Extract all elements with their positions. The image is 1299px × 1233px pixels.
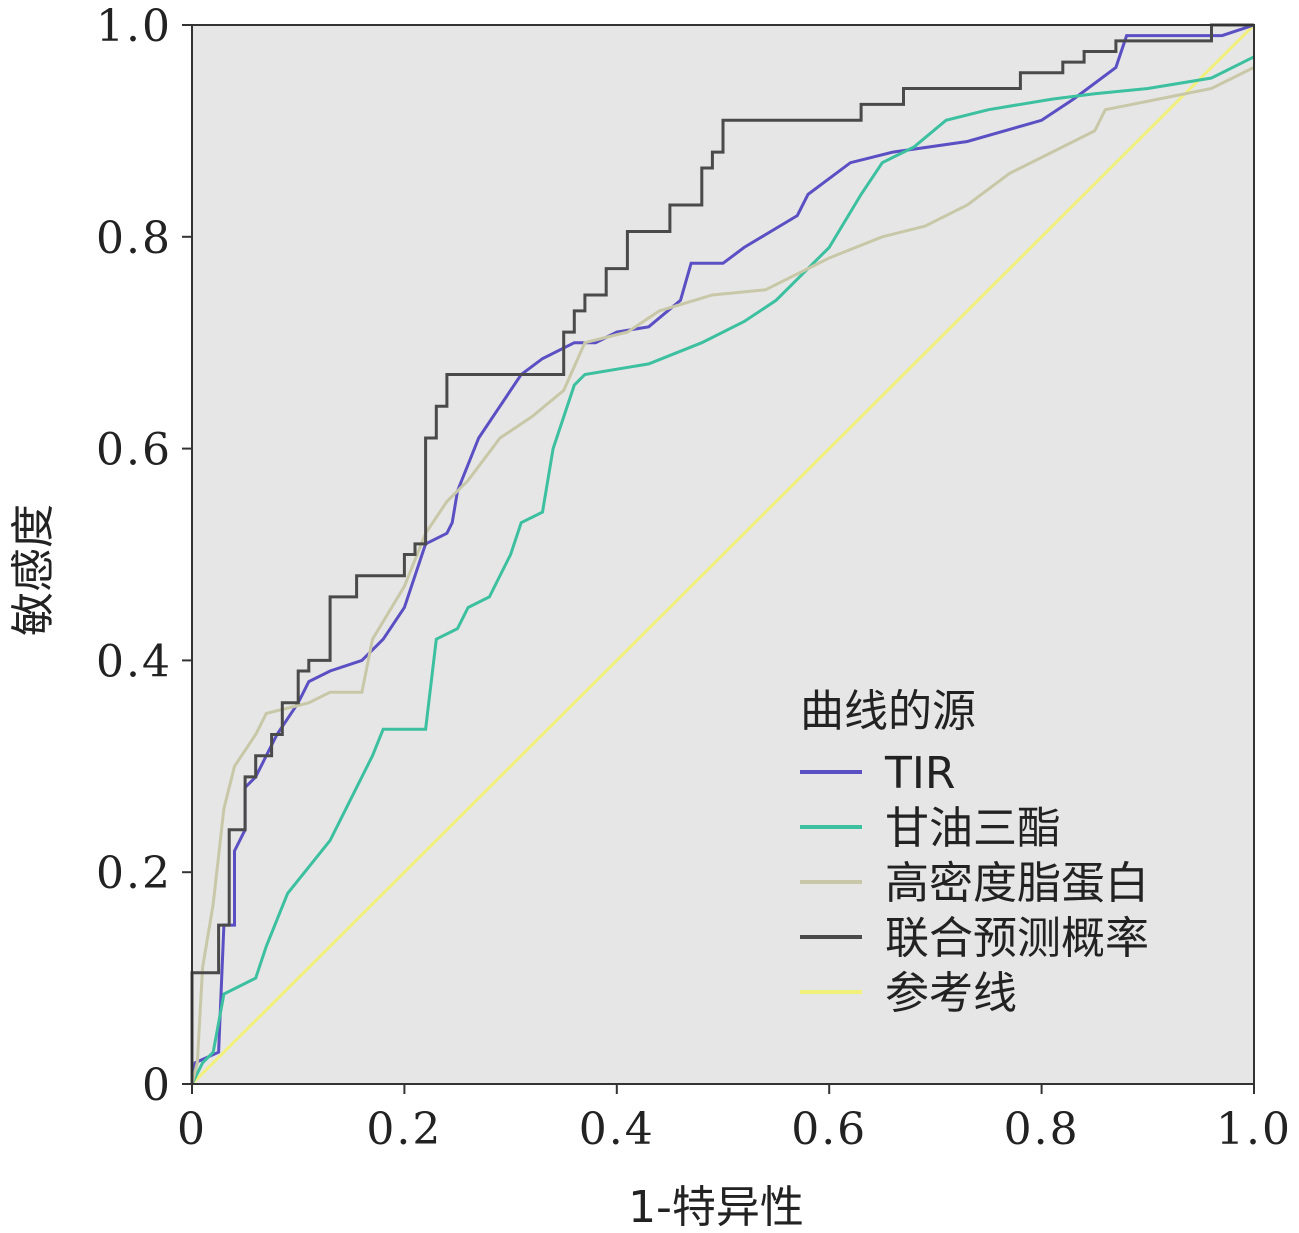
x-tick-label-2: 0.4 [579, 1104, 655, 1155]
series-line-4 [190, 23, 1256, 1086]
axes-layer [191, 24, 1255, 1085]
legend-title: 曲线的源 [800, 686, 976, 737]
legend-label-3: 联合预测概率 [885, 913, 1149, 964]
x-tick-label-5: 1.0 [1216, 1104, 1292, 1155]
plot-frame [191, 24, 1255, 1085]
legend-label-4: 参考线 [885, 968, 1017, 1019]
x-tick-label-0: 0 [177, 1104, 207, 1155]
legend-label-2: 高密度脂蛋白 [885, 858, 1149, 909]
series-layer [190, 23, 1256, 1086]
series-line-1 [190, 55, 1255, 1085]
ticks-layer: 0 0.2 0.4 0.6 0.8 1.0 0 0.2 0.4 0.6 0.8 1.0 [96, 1, 1292, 1155]
series-line-0 [190, 23, 1255, 1085]
y-tick-label-2: 0.4 [96, 636, 172, 687]
y-tick-label-4: 0.8 [96, 213, 172, 264]
series-line-3 [190, 23, 1254, 1084]
x-tick-label-3: 0.6 [791, 1104, 867, 1155]
x-axis-title: 1-特异性 [628, 1182, 804, 1233]
y-axis-title: 敏感度 [8, 504, 59, 636]
series-line-2 [190, 66, 1255, 1085]
y-tick-label-0: 0 [142, 1060, 172, 1111]
y-tick-label-3: 0.6 [96, 425, 172, 476]
legend-label-0: TIR [884, 748, 955, 799]
y-tick-label-1: 0.2 [96, 848, 172, 899]
y-tick-label-5: 1.0 [96, 1, 172, 52]
x-tick-label-4: 0.8 [1004, 1104, 1080, 1155]
x-tick-label-1: 0.2 [366, 1104, 442, 1155]
legend-label-1: 甘油三酯 [885, 803, 1061, 854]
